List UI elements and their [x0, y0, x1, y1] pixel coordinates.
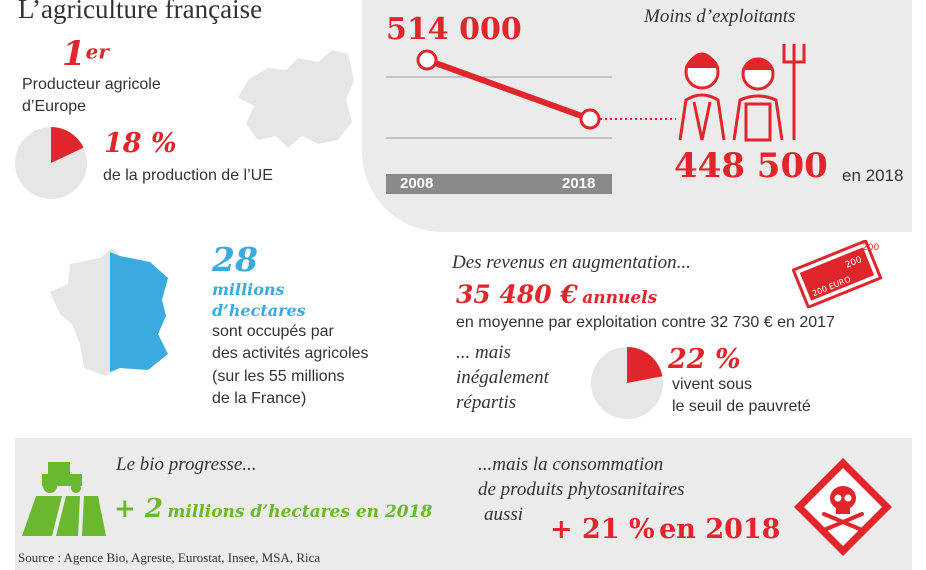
farmers-value-2008: 514 000 [386, 12, 522, 47]
eu-share-text: de la production de l’UE [103, 167, 273, 184]
rank-suffix: er [85, 39, 109, 64]
income-but-2: inégalement [456, 367, 549, 388]
rank-block: 1er [62, 34, 109, 74]
pesticides-line-2: de produits phytosanitaires [478, 479, 685, 500]
year-axis-bar: 2008 2018 [386, 174, 612, 194]
farmers-value-2018: 448 500 [674, 146, 828, 186]
eu-share-pie [15, 127, 87, 199]
farmers-couple-icon [678, 44, 806, 142]
pesticides-value-suffix: en 2018 [659, 514, 781, 545]
poverty-text-2: le seuil de pauvreté [672, 398, 811, 415]
organic-value-block: + 2 millions d’hectares en 2018 [114, 494, 432, 524]
income-value-block: 35 480 € annuels [456, 280, 657, 309]
pesticides-value-block: + 21 % en 2018 [550, 514, 780, 545]
farmers-heading: Moins d’exploitants [644, 6, 796, 27]
rank-text-2: d’Europe [22, 98, 87, 115]
hectares-unit-2: d’hectares [212, 301, 306, 320]
hectares-text-3: (sur les 55 millions [212, 368, 345, 385]
farmers-suffix-2018: en 2018 [842, 166, 904, 185]
pesticides-line-1: ...mais la consommation [478, 454, 664, 475]
farmers-chart [386, 49, 676, 139]
income-value: 35 480 € [456, 280, 578, 309]
hectares-text-4: de la France) [212, 390, 307, 407]
poverty-slice [627, 347, 663, 383]
hectares-text-1: sont occupés par [212, 323, 334, 340]
rank-number: 1 [62, 34, 86, 74]
europe-map [238, 50, 354, 148]
income-but-1: ... mais [456, 342, 511, 363]
rank-text-1: Producteur agricole [22, 76, 161, 93]
eu-share-value: 18 % [104, 128, 177, 159]
poverty-pie [591, 347, 663, 419]
farmers-series-line [424, 57, 593, 122]
year-label-2018: 2018 [562, 175, 596, 192]
tractor-field-icon [22, 462, 106, 536]
banknote-icon: 200 200 EURO 200 [792, 240, 882, 308]
income-heading: Des revenus en augmentation... [452, 252, 691, 273]
hectares-text-2: des activités agricoles [212, 345, 369, 362]
page-title: L’agriculture française [18, 0, 263, 24]
income-value-suffix: annuels [582, 288, 658, 308]
pesticides-line-3: aussi [484, 504, 524, 525]
bottom-panel [15, 438, 912, 570]
year-label-2008: 2008 [400, 175, 434, 192]
income-text: en moyenne par exploitation contre 32 73… [456, 314, 835, 331]
source-note: Source : Agence Bio, Agreste, Eurostat, … [18, 550, 321, 565]
eu-share-slice [51, 127, 84, 163]
income-but-3: répartis [456, 392, 517, 413]
bill-label-b: 200 [862, 243, 879, 253]
hectares-unit-1: millions [212, 280, 285, 299]
farmers-point-2018 [579, 108, 601, 130]
poverty-value: 22 % [668, 344, 741, 375]
organic-value-text: millions d’hectares en 2018 [167, 502, 433, 522]
toxic-hazard-icon [794, 458, 892, 556]
hectares-value: 28 [212, 240, 258, 279]
farmers-point-2008 [416, 49, 438, 71]
organic-value: + 2 [114, 494, 163, 524]
poverty-text-1: vivent sous [672, 376, 753, 393]
france-map [50, 248, 168, 376]
organic-heading: Le bio progresse... [116, 454, 257, 475]
pesticides-value: + 21 % [550, 514, 655, 545]
